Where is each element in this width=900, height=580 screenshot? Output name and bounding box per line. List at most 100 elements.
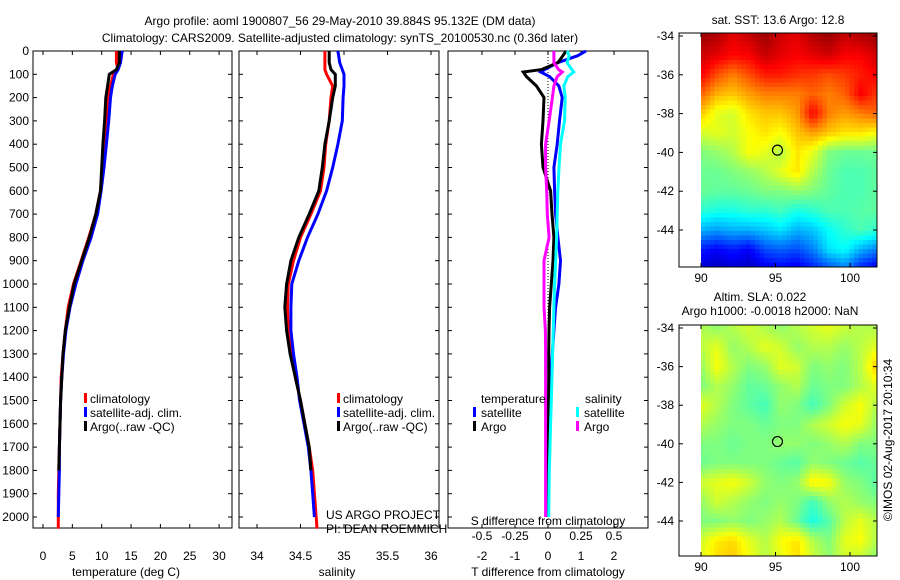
heatmap-cell xyxy=(849,379,855,384)
heatmap-cell xyxy=(723,195,729,200)
heatmap-cell xyxy=(800,446,805,452)
heatmap-cell xyxy=(764,415,769,420)
heatmap-cell xyxy=(705,159,711,164)
heatmap-cell xyxy=(849,64,855,70)
heatmap-cell xyxy=(836,482,841,488)
heatmap-cell xyxy=(759,383,765,389)
heatmap-cell xyxy=(737,415,742,420)
heatmap-cell xyxy=(818,460,823,465)
heatmap-cell xyxy=(773,244,778,250)
heatmap-cell xyxy=(867,433,873,438)
heatmap-cell xyxy=(818,352,823,357)
heatmap-cell xyxy=(836,473,841,479)
heatmap-cell xyxy=(836,446,841,452)
heatmap-cell xyxy=(791,96,796,101)
heatmap-cell xyxy=(746,82,751,88)
heatmap-cell xyxy=(714,253,720,259)
heatmap-cell xyxy=(764,51,769,56)
heatmap-cell xyxy=(827,437,832,443)
heatmap-cell xyxy=(804,159,810,164)
heatmap-cell xyxy=(746,69,751,74)
heatmap-cell xyxy=(759,168,765,173)
heatmap-cell xyxy=(737,541,742,546)
lon-tick-label: 95 xyxy=(769,271,783,285)
heatmap-cell xyxy=(804,491,810,497)
heatmap-cell xyxy=(840,33,846,38)
heatmap-cell xyxy=(854,190,859,196)
heatmap-cell xyxy=(849,338,855,344)
heatmap-cell xyxy=(863,518,868,524)
heatmap-cell xyxy=(818,64,823,70)
heatmap-cell xyxy=(849,244,855,250)
heatmap-cell xyxy=(867,554,873,557)
heatmap-cell xyxy=(719,240,724,245)
heatmap-cell xyxy=(818,541,823,546)
heatmap-cell xyxy=(858,532,864,537)
heatmap-cell xyxy=(813,190,819,196)
heatmap-cell xyxy=(773,442,778,447)
heatmap-cell xyxy=(723,177,729,182)
heatmap-cell xyxy=(755,343,760,348)
heatmap-cell xyxy=(854,464,859,470)
heatmap-cell xyxy=(728,240,733,245)
heatmap-cell xyxy=(804,46,810,52)
heatmap-cell xyxy=(831,518,837,524)
heatmap-cell xyxy=(840,240,846,245)
heatmap-cell xyxy=(755,455,760,461)
heatmap-cell xyxy=(777,96,783,101)
heatmap-cell xyxy=(705,73,711,79)
heatmap-cell xyxy=(854,482,859,488)
heatmap-cell xyxy=(741,419,747,425)
heatmap-cell xyxy=(863,433,868,438)
heatmap-cell xyxy=(701,258,706,263)
heatmap-cell xyxy=(827,132,832,137)
heatmap-cell xyxy=(705,168,711,173)
heatmap-cell xyxy=(755,509,760,515)
heatmap-cell xyxy=(705,249,711,254)
heatmap-cell xyxy=(741,428,747,434)
heatmap-cell xyxy=(714,451,720,456)
heatmap-cell xyxy=(755,527,760,533)
heatmap-cell xyxy=(818,433,823,438)
heatmap-cell xyxy=(858,356,864,362)
heatmap-cell xyxy=(701,424,706,429)
heatmap-cell xyxy=(863,464,868,470)
y-tick-label: 1400 xyxy=(2,370,29,384)
heatmap-cell xyxy=(759,527,765,533)
heatmap-cell xyxy=(764,487,769,492)
heatmap-cell xyxy=(705,509,711,515)
heatmap-cell xyxy=(849,410,855,416)
heatmap-cell xyxy=(813,262,819,268)
heatmap-cell xyxy=(701,87,706,92)
heatmap-cell xyxy=(827,545,832,551)
heatmap-cell xyxy=(710,190,715,196)
heatmap-cell xyxy=(732,132,738,137)
heatmap-cell xyxy=(768,334,774,339)
heatmap-cell xyxy=(719,123,724,128)
heatmap-cell xyxy=(746,253,751,259)
heatmap-cell xyxy=(759,177,765,182)
heatmap-cell xyxy=(800,487,805,492)
heatmap-cell xyxy=(701,410,706,416)
heatmap-cell xyxy=(804,177,810,182)
heatmap-cell xyxy=(836,55,841,61)
heatmap-cell xyxy=(764,33,769,38)
heatmap-cell xyxy=(714,442,720,447)
heatmap-cell xyxy=(728,150,733,155)
heatmap-cell xyxy=(786,190,792,196)
heatmap-cell xyxy=(849,469,855,474)
x-tick-label: 10 xyxy=(95,549,109,563)
heatmap-cell xyxy=(714,73,720,79)
heatmap-cell xyxy=(786,132,792,137)
heatmap-cell xyxy=(831,415,837,420)
heatmap-cell xyxy=(840,60,846,65)
heatmap-cell xyxy=(768,482,774,488)
heatmap-cell xyxy=(750,415,756,420)
heatmap-cell xyxy=(719,172,724,178)
heatmap-cell xyxy=(791,60,796,65)
heatmap-cell xyxy=(845,554,850,557)
heatmap-cell xyxy=(845,226,850,232)
heatmap-cell xyxy=(827,478,832,483)
heatmap-cell xyxy=(791,123,796,128)
heatmap-cell xyxy=(854,132,859,137)
